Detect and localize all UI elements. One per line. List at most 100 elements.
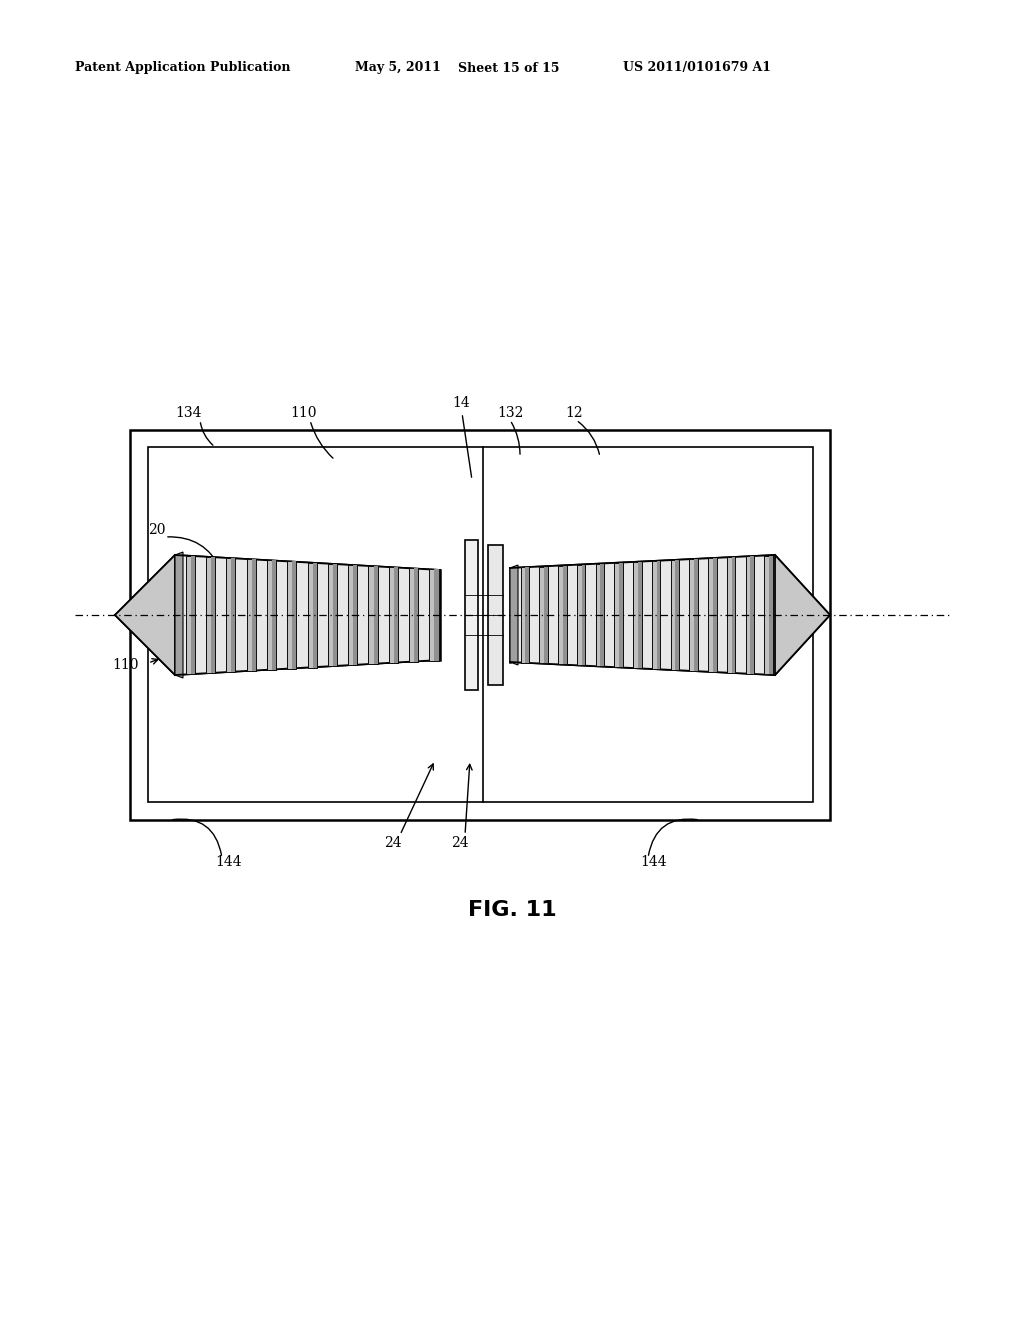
Polygon shape — [175, 554, 440, 675]
Text: May 5, 2011: May 5, 2011 — [355, 62, 441, 74]
Polygon shape — [596, 564, 604, 667]
Polygon shape — [727, 557, 735, 673]
Polygon shape — [520, 568, 529, 663]
Polygon shape — [731, 557, 735, 673]
Polygon shape — [510, 554, 775, 675]
Polygon shape — [389, 568, 398, 663]
Polygon shape — [389, 568, 398, 663]
Polygon shape — [620, 562, 623, 667]
Text: 144: 144 — [215, 855, 242, 869]
Polygon shape — [353, 565, 357, 665]
Polygon shape — [652, 561, 660, 669]
Text: US 2011/0101679 A1: US 2011/0101679 A1 — [623, 62, 771, 74]
Polygon shape — [520, 568, 529, 663]
Polygon shape — [307, 562, 316, 668]
Polygon shape — [328, 564, 337, 667]
Polygon shape — [429, 569, 438, 660]
Polygon shape — [545, 566, 548, 664]
Polygon shape — [267, 560, 276, 669]
Polygon shape — [652, 561, 660, 669]
Polygon shape — [353, 565, 357, 665]
Polygon shape — [369, 566, 378, 664]
Polygon shape — [247, 560, 256, 671]
Polygon shape — [231, 558, 236, 672]
Polygon shape — [775, 554, 830, 675]
Polygon shape — [727, 557, 735, 673]
Text: 20: 20 — [148, 523, 166, 537]
Polygon shape — [287, 561, 297, 669]
Polygon shape — [415, 568, 419, 661]
Polygon shape — [252, 560, 256, 671]
Polygon shape — [764, 556, 773, 675]
Polygon shape — [638, 562, 642, 668]
Polygon shape — [558, 566, 566, 664]
Polygon shape — [714, 558, 717, 672]
Polygon shape — [657, 561, 660, 669]
Polygon shape — [577, 565, 586, 665]
Polygon shape — [745, 557, 755, 673]
Polygon shape — [267, 560, 276, 669]
Polygon shape — [185, 556, 195, 675]
Polygon shape — [751, 557, 755, 673]
Polygon shape — [745, 557, 755, 673]
Polygon shape — [307, 562, 316, 668]
Polygon shape — [374, 566, 378, 664]
Polygon shape — [374, 566, 378, 664]
Text: 132: 132 — [497, 407, 523, 420]
Polygon shape — [540, 566, 548, 664]
Polygon shape — [601, 564, 604, 667]
Text: 134: 134 — [175, 407, 202, 420]
Polygon shape — [394, 568, 398, 663]
Text: FIG. 11: FIG. 11 — [468, 900, 556, 920]
Polygon shape — [190, 556, 195, 675]
Polygon shape — [540, 566, 548, 664]
Polygon shape — [633, 562, 642, 668]
Bar — [130, 430, 830, 820]
Polygon shape — [544, 566, 548, 664]
Text: 12: 12 — [565, 407, 583, 420]
Polygon shape — [558, 566, 566, 664]
Text: Patent Application Publication: Patent Application Publication — [75, 62, 291, 74]
Polygon shape — [369, 566, 378, 664]
Polygon shape — [633, 562, 642, 668]
Polygon shape — [713, 558, 717, 672]
Polygon shape — [600, 564, 604, 667]
Polygon shape — [488, 545, 503, 685]
Polygon shape — [769, 556, 773, 675]
Polygon shape — [185, 556, 195, 675]
Polygon shape — [694, 560, 698, 671]
Polygon shape — [409, 568, 419, 661]
Polygon shape — [429, 569, 438, 660]
Polygon shape — [247, 560, 256, 671]
Text: 24: 24 — [384, 836, 401, 850]
Polygon shape — [676, 560, 679, 669]
Text: Sheet 15 of 15: Sheet 15 of 15 — [458, 62, 559, 74]
Polygon shape — [206, 557, 215, 673]
Polygon shape — [272, 560, 276, 669]
Polygon shape — [231, 558, 236, 672]
Polygon shape — [272, 560, 276, 669]
Polygon shape — [709, 558, 717, 672]
Polygon shape — [334, 564, 337, 667]
Polygon shape — [435, 569, 438, 660]
Polygon shape — [732, 557, 735, 673]
Polygon shape — [414, 568, 419, 661]
Polygon shape — [191, 556, 195, 675]
Polygon shape — [596, 564, 604, 667]
Polygon shape — [671, 560, 679, 669]
Polygon shape — [434, 569, 438, 660]
Polygon shape — [770, 556, 773, 675]
Polygon shape — [115, 554, 175, 675]
Polygon shape — [620, 562, 623, 667]
Polygon shape — [689, 560, 698, 671]
Polygon shape — [638, 562, 642, 668]
Polygon shape — [563, 566, 566, 664]
Polygon shape — [525, 568, 529, 663]
Text: 110: 110 — [290, 407, 316, 420]
Polygon shape — [212, 557, 215, 673]
Text: 144: 144 — [640, 855, 667, 869]
Polygon shape — [689, 560, 698, 671]
Bar — [148, 447, 813, 803]
Polygon shape — [525, 568, 529, 663]
Polygon shape — [313, 562, 316, 668]
